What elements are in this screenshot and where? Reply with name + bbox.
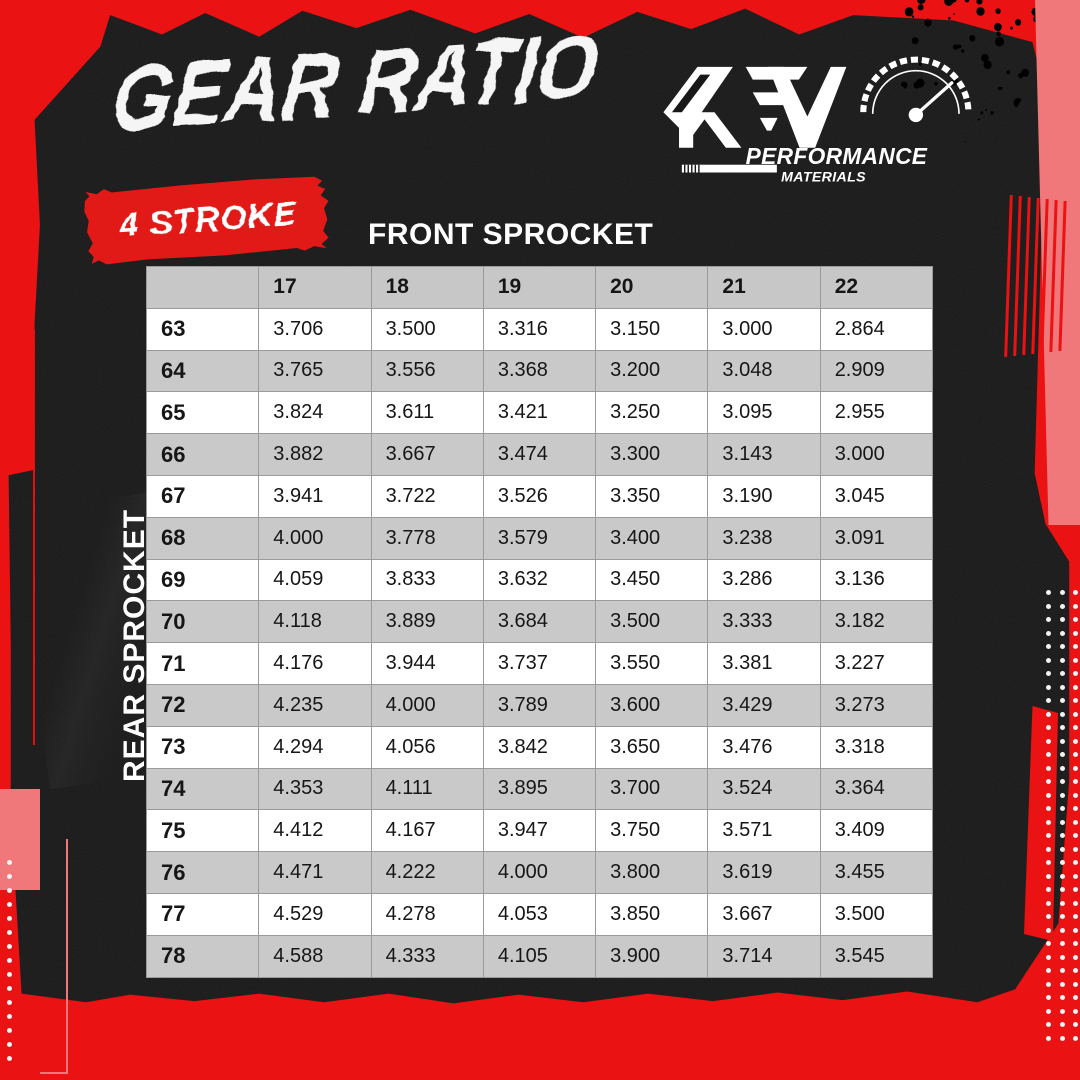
svg-text:MATERIALS: MATERIALS: [781, 170, 866, 186]
